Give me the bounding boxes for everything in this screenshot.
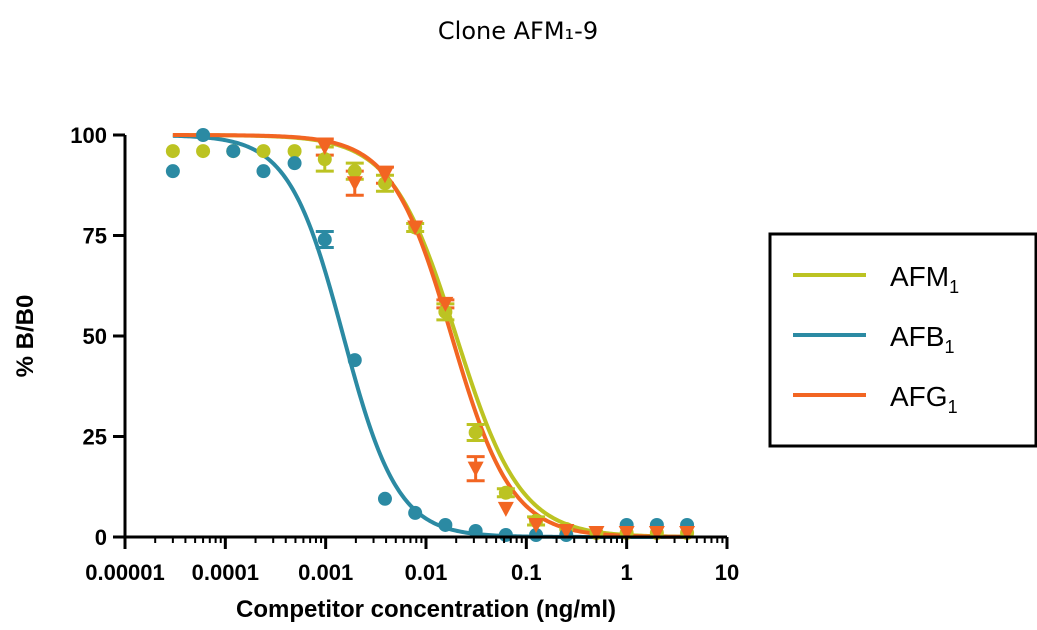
data-point-afm [347,164,362,179]
legend-label: AFG1 [890,381,958,417]
data-point-afm [196,144,211,159]
data-point-afg [376,168,393,184]
y-tick-label: 0 [95,525,107,550]
data-point-afg [497,501,514,517]
data-point-afb [377,491,392,506]
data-point-afm [438,304,453,319]
data-point-afg [618,525,635,541]
data-point-afb [468,523,483,538]
data-point-afb [287,156,302,171]
y-tick-label: 50 [83,324,107,349]
x-axis-title: Competitor concentration (ng/ml) [236,596,616,623]
data-point-afg [528,517,545,533]
x-tick-label: 0.00001 [85,560,165,585]
data-point-afg [588,525,605,541]
legend: AFM1 AFB1 AFG1 [768,232,1037,448]
data-point-afb [408,505,423,520]
fit-curve-afb [172,133,688,539]
y-tick-label: 75 [83,224,107,249]
data-point-afm [498,485,513,500]
x-tick-label: 0.001 [298,560,353,585]
x-tick-label: 0.0001 [192,560,259,585]
data-point-afg [437,296,454,312]
data-point-afm [377,176,392,191]
axes [123,135,727,539]
data-point-afb [196,128,211,142]
data-point-afg [648,525,665,541]
legend-label: AFB1 [890,321,954,357]
data-point-afm [468,425,483,440]
data-point-afb [317,232,332,247]
data-point-afb [256,164,271,179]
x-tick-label: 0.1 [511,560,542,585]
data-point-afm [287,144,302,159]
data-point-afg [407,220,424,236]
error-bars [315,137,546,527]
y-tick-label: 25 [83,425,107,450]
legend-box [768,232,1037,448]
data-point-afg [558,523,575,539]
x-tick-label: 1 [621,560,633,585]
y-axis-title: % B/B0 [12,295,39,378]
chart-title: Clone AFM₁-9 [438,17,598,45]
x-axis-ticks: 0.00001 0.0001 0.001 0.01 0.1 1 10 [85,537,739,585]
data-point-afb [165,164,180,179]
data-point-afg [346,176,363,192]
y-axis-ticks: 0 25 50 75 100 [70,123,125,550]
fit-curve-afm [172,133,688,539]
data-point-afg [679,525,696,541]
data-point-afb [438,517,453,532]
fit-curves [172,133,688,539]
data-point-afm [256,144,271,159]
data-point-afg [316,140,333,156]
data-point-afb [347,353,362,368]
fit-curve-afg [172,133,688,539]
data-point-afm [165,144,180,159]
y-tick-label: 100 [70,123,107,148]
data-point-afg [467,461,484,477]
data-point-afm [317,152,332,167]
x-tick-label: 0.01 [405,560,448,585]
data-point-afb [226,144,241,159]
legend-label: AFM1 [890,261,959,297]
data-points [165,128,696,542]
x-tick-label: 10 [715,560,739,585]
